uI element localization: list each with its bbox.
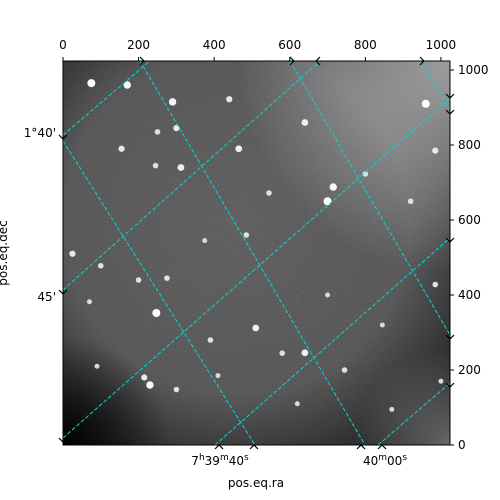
y-tick-label: 800 (458, 138, 481, 152)
stars-layer (69, 79, 444, 412)
edge-tick (249, 444, 259, 450)
star-point (329, 183, 337, 191)
x-tick-label: 400 (203, 38, 226, 52)
dec-tick-labels: 1°40' 45' (24, 126, 56, 304)
grid-line (377, 382, 450, 445)
wcs-edge-ticks (58, 56, 455, 450)
star-point (279, 350, 285, 356)
y-tick-label: 1000 (458, 63, 489, 77)
star-point (301, 119, 309, 126)
star-point (341, 367, 348, 373)
x-tick-label: 200 (127, 38, 150, 52)
x-axis-label: pos.eq.ra (228, 476, 284, 490)
edge-tick (377, 444, 387, 450)
star-point (173, 386, 180, 393)
edge-tick (214, 444, 224, 450)
star-point (94, 363, 100, 369)
edge-tick (445, 334, 455, 340)
star-point (215, 373, 221, 379)
star-point (168, 98, 177, 106)
star-point (226, 96, 233, 103)
y-axis-right: 0 200 400 600 800 1000 (450, 63, 489, 452)
star-point (141, 374, 148, 381)
edge-tick (315, 56, 321, 66)
ra-tick-label-2: 40m00s (363, 453, 407, 468)
ra-tick-labels: 7h39m40s 40m00s (191, 453, 407, 468)
star-point (325, 292, 331, 298)
star-point (301, 349, 309, 357)
edge-tick (356, 444, 366, 450)
star-point (164, 275, 170, 281)
star-point (323, 197, 332, 206)
edge-tick (445, 109, 455, 115)
y-tick-label: 400 (458, 288, 481, 302)
star-point (389, 406, 395, 412)
star-point (407, 198, 414, 205)
star-point (235, 145, 243, 153)
star-point (252, 324, 260, 332)
star-point (202, 238, 208, 244)
wcs-grid (63, 61, 450, 445)
plot-frame (62, 60, 451, 446)
edge-tick (445, 237, 455, 243)
star-point (362, 171, 369, 177)
grid-line (63, 61, 321, 291)
x-tick-label: 0 (59, 38, 67, 52)
grid-line (63, 61, 151, 136)
y-tick-label: 200 (458, 363, 481, 377)
star-point (135, 277, 142, 283)
edge-tick (419, 56, 425, 66)
grid-line (419, 61, 450, 111)
x-axis-top: 0 200 400 600 800 1000 (59, 38, 456, 61)
star-point (432, 281, 439, 288)
grid-line (139, 61, 366, 445)
star-point (207, 337, 214, 343)
grid-line (63, 97, 450, 439)
star-point (432, 147, 439, 154)
grid-line (289, 61, 450, 336)
y-axis-label: pos.eq.dec (0, 220, 10, 285)
x-tick-label: 800 (354, 38, 377, 52)
star-point (146, 381, 154, 389)
ra-tick-label-1: 7h39m40s (191, 453, 249, 468)
star-point (69, 250, 76, 257)
edge-tick (289, 56, 295, 66)
star-point (154, 129, 161, 135)
star-point (86, 299, 92, 305)
dec-tick-label-1: 1°40' (24, 126, 56, 140)
star-point (438, 378, 444, 384)
star-point (152, 162, 159, 169)
star-point (379, 322, 385, 328)
image-panel (63, 61, 450, 445)
edge-tick (445, 382, 455, 388)
edge-tick (58, 289, 68, 295)
star-point (421, 99, 430, 108)
dec-tick-label-2: 45' (37, 290, 56, 304)
y-tick-label: 0 (458, 438, 466, 452)
star-point (152, 309, 161, 317)
edge-tick (139, 56, 145, 66)
x-tick-label: 600 (278, 38, 301, 52)
edge-tick (58, 134, 68, 140)
y-tick-label: 600 (458, 213, 481, 227)
star-point (97, 262, 104, 269)
grid-line (214, 237, 450, 445)
star-point (243, 232, 250, 238)
star-point (118, 145, 125, 152)
star-point (177, 164, 185, 171)
star-point (294, 401, 300, 407)
star-point (87, 79, 96, 88)
edge-tick (445, 93, 455, 99)
image-dark-bottom-left (63, 61, 450, 445)
star-point (266, 190, 272, 196)
edge-tick (58, 437, 68, 443)
star-point (123, 81, 131, 89)
x-tick-label: 1000 (426, 38, 457, 52)
